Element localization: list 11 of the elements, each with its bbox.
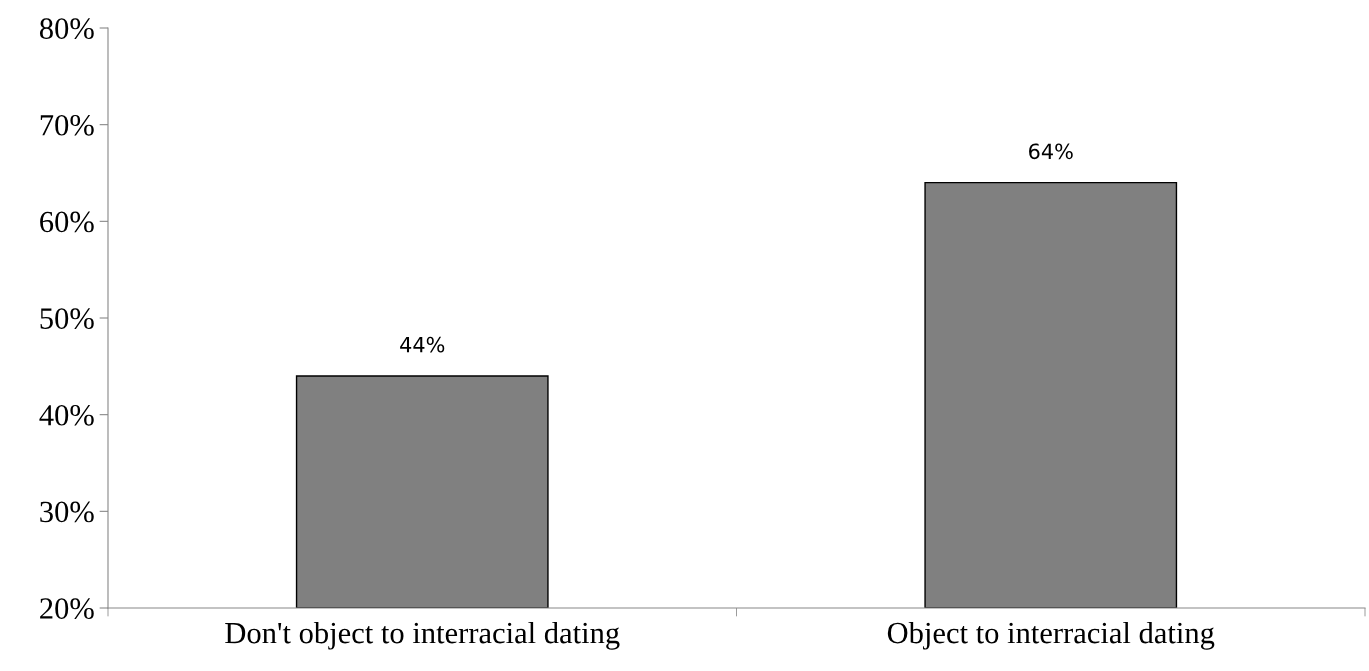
- x-tick-label: Object to interracial dating: [887, 621, 1215, 650]
- y-tick-label: 50%: [40, 308, 94, 329]
- data-label: 64%: [1029, 143, 1073, 160]
- y-tick-label: 70%: [40, 114, 94, 136]
- y-tick-label: 20%: [40, 598, 94, 619]
- y-tick-label: 60%: [40, 211, 94, 233]
- x-tick-label: Don't object to interracial dating: [225, 621, 620, 650]
- data-label: 44%: [400, 336, 445, 353]
- y-tick-label: 80%: [39, 18, 94, 39]
- y-tick-label: 30%: [40, 501, 94, 523]
- y-tick-label: 40%: [39, 404, 94, 426]
